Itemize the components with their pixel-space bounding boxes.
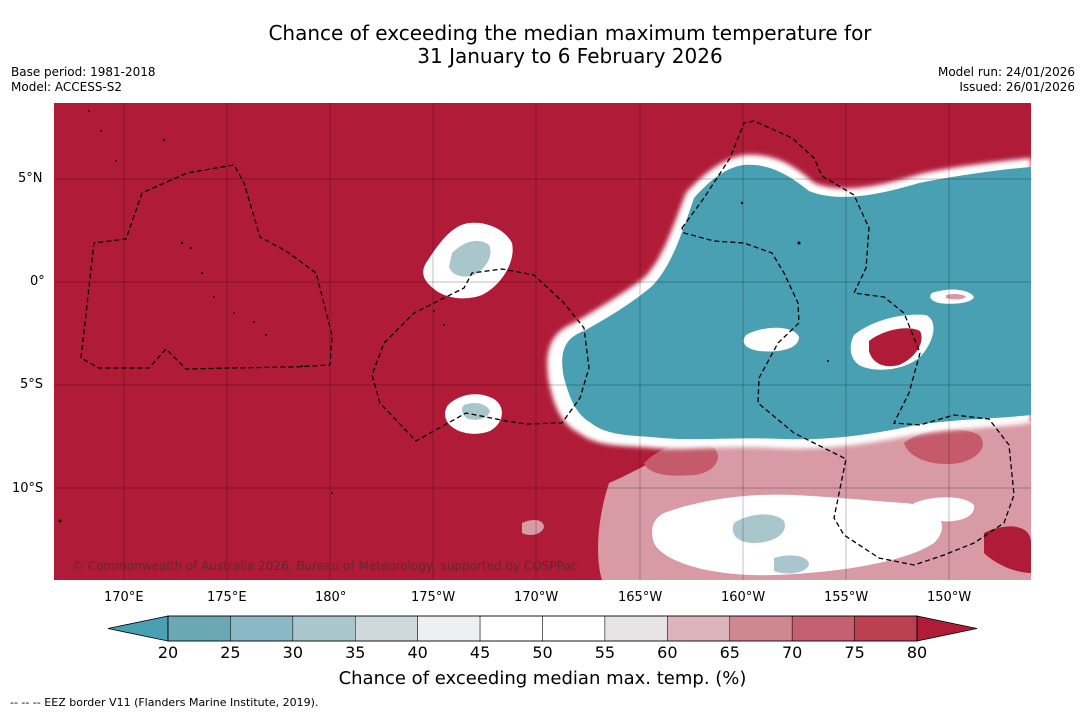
eez-footnote: -- -- -- EEZ border V11 (Flanders Marine… <box>10 696 319 709</box>
islands <box>58 110 829 523</box>
map-title-line1: Chance of exceeding the median maximum t… <box>268 21 872 45</box>
map-canvas: © Commonwealth of Australia 2026, Bureau… <box>54 103 1031 580</box>
colorbar-cell <box>667 615 730 642</box>
colorbar-title: Chance of exceeding median max. temp. (%… <box>338 668 747 689</box>
colorbar <box>107 615 978 642</box>
model-run: Model run: 24/01/2026 <box>937 65 1075 79</box>
lon-label-150w: 150°W <box>927 590 972 605</box>
colorbar-tick-label: 80 <box>906 643 928 662</box>
colorbar-cells <box>167 615 918 642</box>
colorbar-cell <box>292 615 356 642</box>
lon-label-155w: 155°W <box>824 590 869 605</box>
eez-borders <box>80 120 1015 566</box>
colorbar-cell <box>230 615 294 642</box>
cool-region <box>562 164 1031 440</box>
colorbar-cell <box>854 615 918 642</box>
colorbar-cell <box>542 615 606 642</box>
colorbar-tick-label: 30 <box>282 643 303 662</box>
lat-label-10s: 10°S <box>12 481 44 496</box>
colorbar-outline <box>167 615 918 642</box>
colorbar-cell <box>604 615 668 642</box>
lat-label-5n: 5°N <box>18 171 43 186</box>
base-period: Base period: 1981-2018 <box>11 65 156 79</box>
lon-label-180: 180° <box>315 590 347 605</box>
colorbar-tick-label: 45 <box>469 643 491 662</box>
copyright-notice: © Commonwealth of Australia 2026, Bureau… <box>72 559 577 573</box>
lon-label-160w: 160°W <box>721 590 766 605</box>
colorbar-tick-label: 75 <box>844 643 865 662</box>
probability-map[interactable]: © Commonwealth of Australia 2026, Bureau… <box>54 103 1031 580</box>
colorbar-tick-label: 65 <box>719 643 740 662</box>
colorbar-cell <box>791 615 855 642</box>
grid-lines <box>54 103 1031 580</box>
lat-label-0: 0° <box>30 274 45 289</box>
colorbar-tick-label: 35 <box>345 643 366 662</box>
southern-mixed-region <box>522 421 1031 580</box>
eez-border-central <box>371 268 590 442</box>
colorbar-arrow-low <box>107 615 169 642</box>
lon-label-170w: 170°W <box>514 590 559 605</box>
colorbar-tick-label: 40 <box>407 643 428 662</box>
colorbar-cell <box>355 615 418 642</box>
colorbar-tick-label: 55 <box>594 643 616 662</box>
colorbar-tick-label: 60 <box>657 643 678 662</box>
cool-blob-north <box>423 222 513 299</box>
lon-label-165w: 165°W <box>618 590 663 605</box>
lon-label-175e: 175°E <box>207 590 247 605</box>
colorbar-tick-label: 25 <box>220 643 241 662</box>
map-title-line2: 31 January to 6 February 2026 <box>417 44 723 68</box>
colorbar-tick-label: 70 <box>781 643 803 662</box>
lon-label-170e: 170°E <box>104 590 144 605</box>
colorbar-arrow-high <box>916 615 978 642</box>
colorbar-cell <box>167 615 231 642</box>
colorbar-cell <box>417 615 481 642</box>
model-name: Model: ACCESS-S2 <box>11 80 123 94</box>
lon-label-175w: 175°W <box>411 590 456 605</box>
colorbar-cell <box>729 615 793 642</box>
issued-date: Issued: 26/01/2026 <box>959 80 1075 94</box>
eez-border-west <box>80 164 333 370</box>
lat-label-5s: 5°S <box>20 377 44 392</box>
colorbar-cell <box>479 615 543 642</box>
colorbar-tick-label: 50 <box>532 643 553 662</box>
colorbar-tick-label: 20 <box>157 643 179 662</box>
